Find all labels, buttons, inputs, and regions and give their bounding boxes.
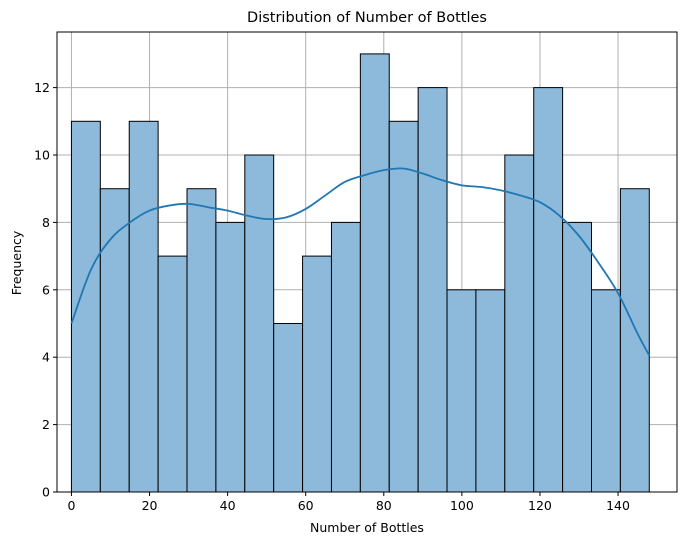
histogram-bar — [590, 289, 621, 493]
histogram-bar — [302, 255, 332, 493]
histogram-bar — [475, 289, 506, 493]
plot-frame — [56, 31, 678, 493]
y-tick-label: 4 — [42, 350, 50, 365]
histogram-bar — [533, 87, 564, 493]
y-axis-label: Frequency — [9, 230, 24, 295]
kde-curve — [70, 167, 651, 356]
histogram-bar — [128, 120, 159, 493]
histogram-bar — [504, 154, 535, 493]
y-tick-label: 0 — [42, 485, 50, 500]
histogram-bar — [215, 221, 246, 493]
x-tick-label: 40 — [220, 498, 236, 513]
histogram-bar — [359, 53, 390, 493]
y-tick-label: 2 — [42, 417, 50, 432]
histogram-bar — [388, 120, 419, 493]
x-axis-ticks: 0 20 40 60 80 100 120 140 — [67, 492, 630, 513]
histogram-bar — [99, 188, 130, 493]
histogram-bar — [562, 221, 592, 493]
y-axis-ticks: 0 2 4 6 8 10 12 — [34, 80, 57, 500]
histogram-bar — [619, 188, 650, 493]
histogram-bar — [70, 120, 101, 493]
histogram-bar — [157, 255, 188, 493]
histogram-bar — [330, 221, 361, 493]
x-tick-label: 60 — [298, 498, 314, 513]
y-tick-label: 10 — [34, 148, 50, 163]
x-tick-label: 0 — [67, 498, 75, 513]
x-tick-label: 120 — [528, 498, 552, 513]
histogram-bar — [186, 188, 217, 493]
x-tick-label: 140 — [606, 498, 630, 513]
histogram-bar — [244, 154, 275, 493]
y-tick-label: 6 — [42, 282, 50, 297]
x-tick-label: 100 — [450, 498, 474, 513]
y-tick-label: 12 — [34, 80, 50, 95]
chart-title: Distribution of Number of Bottles — [247, 10, 487, 26]
histogram-bar — [417, 87, 448, 493]
x-tick-label: 20 — [142, 498, 158, 513]
histogram-bar — [446, 289, 477, 493]
x-tick-label: 80 — [376, 498, 392, 513]
x-axis-label: Number of Bottles — [310, 520, 424, 535]
histogram-bar — [273, 323, 304, 493]
histogram-bars — [70, 53, 650, 493]
y-tick-label: 8 — [42, 215, 50, 230]
